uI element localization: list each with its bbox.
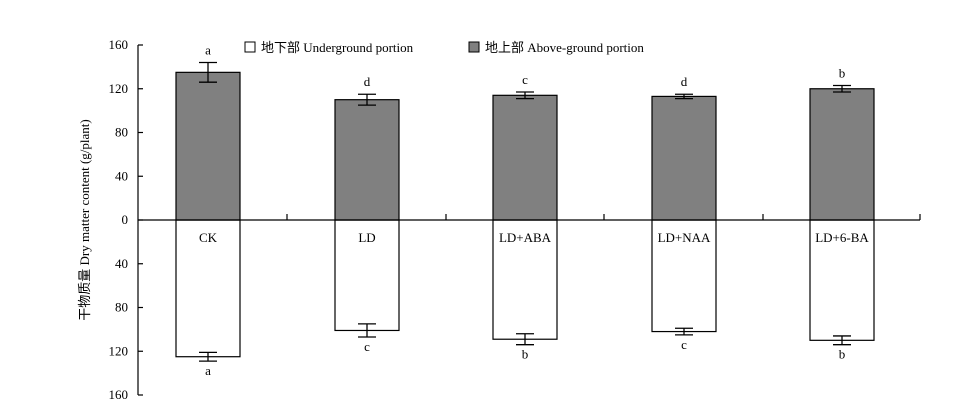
y-tick-label: 80	[115, 125, 128, 140]
legend-label-aboveground: 地上部 Above-ground portion	[485, 40, 644, 55]
category-label: LD+6-BA	[815, 230, 869, 245]
bar-aboveground	[334, 99, 400, 221]
category-label: LD	[358, 230, 375, 245]
significance-label-underground: b	[522, 347, 529, 362]
category-labels: CK LD LD+ABA LD+NAA LD+6-BA	[199, 230, 869, 245]
y-tick-label: 120	[109, 343, 129, 358]
y-tick-label: 80	[115, 300, 128, 315]
y-tick-label: 40	[115, 256, 128, 271]
bar-aboveground	[809, 88, 875, 221]
y-axis-label: 干物质量 Dry matter content (g/plant)	[77, 119, 92, 320]
y-tick-label: 160	[109, 37, 129, 52]
error-bars	[199, 61, 851, 362]
bar-underground	[334, 219, 400, 332]
legend-swatch-aboveground	[468, 41, 480, 53]
category-label: LD+NAA	[658, 230, 711, 245]
category-label: CK	[199, 230, 218, 245]
y-tick-label: 160	[109, 387, 129, 402]
significance-label-aboveground: d	[681, 74, 688, 89]
significance-label-aboveground: b	[839, 65, 846, 80]
aboveground-bars	[175, 71, 875, 221]
bar-aboveground	[175, 71, 241, 221]
legend-swatch-underground	[244, 41, 256, 53]
bar-underground	[651, 219, 717, 333]
legend: 地下部 Underground portion 地上部 Above-ground…	[244, 40, 644, 55]
significance-label-aboveground: d	[364, 74, 371, 89]
significance-label-aboveground: c	[522, 72, 528, 87]
y-tick-label: 120	[109, 81, 129, 96]
bar-aboveground	[651, 95, 717, 221]
significance-labels: a a c d b c c d b b	[205, 43, 845, 379]
significance-label-underground: a	[205, 363, 211, 378]
y-tick-label: 40	[115, 168, 128, 183]
significance-label-underground: b	[839, 347, 846, 362]
significance-label-underground: c	[681, 337, 687, 352]
category-label: LD+ABA	[499, 230, 552, 245]
bar-underground	[175, 219, 241, 358]
significance-label-aboveground: a	[205, 43, 211, 58]
significance-label-underground: c	[364, 339, 370, 354]
y-ticks: 160 120 80 40 0 40 80 120 160	[109, 37, 143, 402]
legend-label-underground: 地下部 Underground portion	[261, 40, 414, 55]
bar-aboveground	[492, 94, 558, 221]
y-tick-label: 0	[122, 212, 129, 227]
x-ticks	[286, 214, 921, 220]
